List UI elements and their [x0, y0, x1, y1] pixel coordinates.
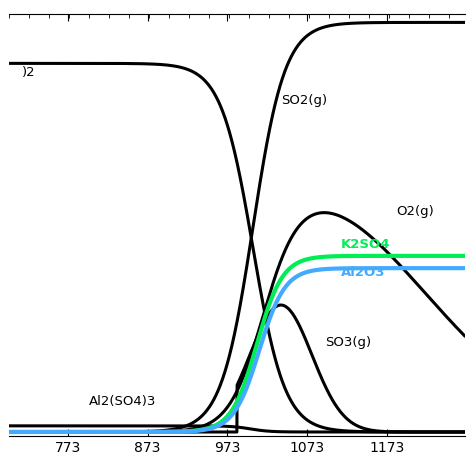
Text: )2: )2 — [21, 66, 35, 79]
Text: K2SO4: K2SO4 — [341, 237, 390, 251]
Text: Al2O3: Al2O3 — [341, 266, 385, 279]
Text: SO3(g): SO3(g) — [325, 336, 371, 349]
Text: O2(g): O2(g) — [397, 205, 434, 218]
Text: Al2(SO4)3: Al2(SO4)3 — [89, 395, 157, 409]
Text: SO2(g): SO2(g) — [281, 94, 327, 107]
